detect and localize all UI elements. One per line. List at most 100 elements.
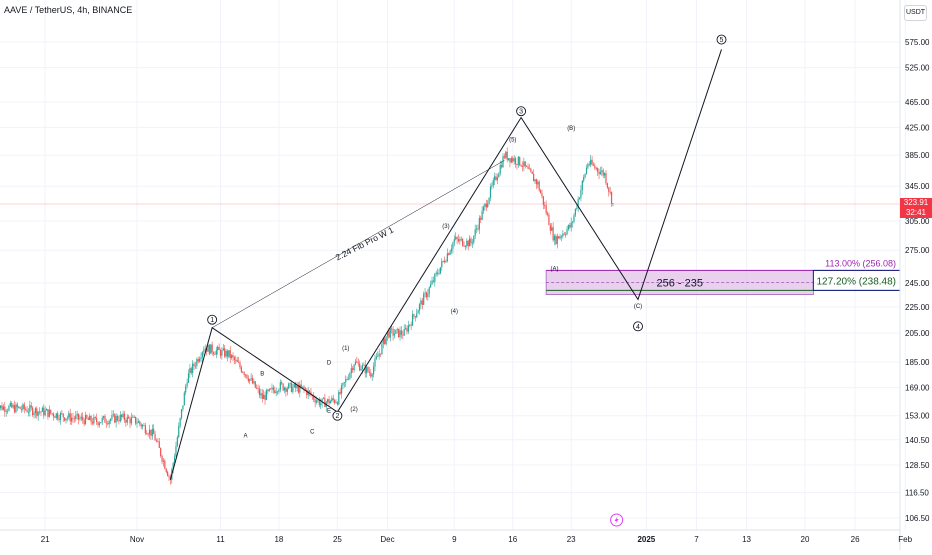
candle-body xyxy=(389,328,391,338)
price-tick-label: 116.50 xyxy=(905,489,929,498)
candle-body xyxy=(477,228,479,230)
candle-body xyxy=(404,328,407,330)
candle-body xyxy=(399,330,401,338)
time-tick-label: 26 xyxy=(851,535,860,544)
candle-body xyxy=(192,363,194,373)
price-tick-label: 465.00 xyxy=(905,98,930,107)
currency-button[interactable]: USDT xyxy=(904,5,927,21)
candle-body xyxy=(587,163,589,168)
candle-body xyxy=(556,236,558,244)
candle-body xyxy=(583,176,585,181)
candle-body xyxy=(553,235,556,241)
candle-body xyxy=(288,383,290,389)
candle-body xyxy=(523,161,525,167)
wave-label-circle xyxy=(516,106,527,117)
wave-label: A xyxy=(244,433,248,439)
candle-body xyxy=(475,228,478,230)
candle-body xyxy=(82,416,84,421)
candle-body xyxy=(285,387,287,392)
candle-body xyxy=(97,421,99,426)
candle-body xyxy=(276,391,279,393)
candle-body xyxy=(519,156,521,166)
candle-body xyxy=(484,203,486,207)
candle-body xyxy=(439,267,441,274)
wave-label: E xyxy=(327,409,331,415)
candle-body xyxy=(148,429,151,435)
candle-body xyxy=(552,227,554,241)
candle-body xyxy=(396,328,398,330)
candle-body xyxy=(217,346,219,351)
candle-body xyxy=(530,168,532,172)
candle-body xyxy=(239,362,241,368)
candle-body xyxy=(411,314,414,326)
candle-body xyxy=(176,437,178,447)
price-tick-label: 575.00 xyxy=(905,38,930,47)
time-tick-label: 7 xyxy=(694,535,699,544)
candle-body xyxy=(420,300,422,305)
candle-body xyxy=(520,165,522,167)
wave-label: (4) xyxy=(451,309,458,315)
symbol-title[interactable]: AAVE / TetherUS, 4h, BINANCE xyxy=(4,5,133,15)
candle-body xyxy=(55,413,57,418)
candle-body xyxy=(45,409,48,411)
candle-body xyxy=(495,176,497,181)
candle-body xyxy=(253,381,255,384)
candle-body xyxy=(374,358,376,367)
wave-label: D xyxy=(327,361,332,367)
candle-body xyxy=(79,418,81,420)
candle-body xyxy=(517,156,519,165)
wave-label-circle xyxy=(332,410,343,421)
candle-body xyxy=(592,164,595,166)
candle-body xyxy=(570,222,572,228)
candle-body xyxy=(254,381,256,388)
candle-body xyxy=(345,379,347,383)
candle-body xyxy=(140,423,142,427)
candle-body xyxy=(279,382,281,390)
candle-body xyxy=(459,239,461,242)
wave-label: (B) xyxy=(567,126,575,132)
candle-body xyxy=(478,217,480,230)
candle-body xyxy=(116,415,119,421)
candle-body xyxy=(443,260,446,263)
wave-label: (5) xyxy=(509,137,516,143)
candle-body xyxy=(250,377,252,380)
candle-body xyxy=(100,422,102,424)
candle-body xyxy=(58,418,60,421)
candle-body xyxy=(297,385,300,393)
candle-body xyxy=(87,418,89,421)
candle-body xyxy=(354,361,357,365)
candle-body xyxy=(417,310,419,314)
candle-body xyxy=(378,353,380,357)
candle-body xyxy=(153,428,155,435)
candle-body xyxy=(225,350,227,357)
candle-body xyxy=(430,284,432,288)
time-tick-label: Nov xyxy=(130,535,144,544)
candle-body xyxy=(395,329,397,334)
candle-body xyxy=(604,173,606,176)
candle-body xyxy=(336,402,338,405)
candle-body xyxy=(450,248,453,252)
candle-body xyxy=(52,413,55,417)
candle-body xyxy=(136,422,138,424)
candle-body xyxy=(222,348,224,351)
candle-body xyxy=(448,253,450,255)
candle-body xyxy=(310,392,312,396)
candle-body xyxy=(541,193,543,197)
candle-body xyxy=(302,386,304,388)
candle-body xyxy=(187,373,190,383)
candle-body xyxy=(37,411,39,416)
candle-body xyxy=(403,329,405,336)
candle-body xyxy=(151,428,153,436)
candle-body xyxy=(346,379,348,380)
candle-body xyxy=(425,292,428,298)
candle-body xyxy=(487,203,489,208)
candle-body xyxy=(329,401,332,404)
candle-body xyxy=(123,413,126,421)
candle-body xyxy=(23,404,25,410)
price-tick-label: 140.50 xyxy=(905,436,930,445)
price-tick-label: 305.00 xyxy=(905,217,930,226)
candle-body xyxy=(416,313,418,318)
candle-body xyxy=(499,165,501,174)
